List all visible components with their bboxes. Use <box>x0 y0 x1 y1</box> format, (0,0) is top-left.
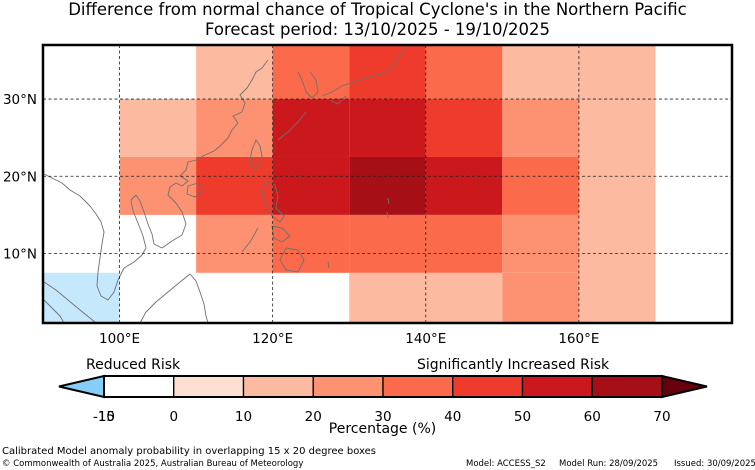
anomaly-cell-1 <box>119 156 197 215</box>
anomaly-cell-23 <box>502 156 579 215</box>
anomaly-cell-8 <box>272 156 350 215</box>
coastline-visayas <box>241 225 291 253</box>
colorbar-title: Percentage (%) <box>328 421 437 437</box>
colorbar-segment-5 <box>382 375 454 398</box>
footer-model: Model: ACCESS_S2 <box>466 459 546 469</box>
colorbar-tick-1: -10 <box>93 409 115 425</box>
colorbar-tick-3: 10 <box>235 409 252 425</box>
chart-title: Difference from normal chance of Tropica… <box>0 0 755 40</box>
colorbar-high-extension <box>661 374 708 399</box>
coastline <box>43 43 409 324</box>
colorbar-tick-5: 30 <box>374 409 391 425</box>
lat-label-10: 10°N <box>3 247 37 263</box>
colorbar-segment-2 <box>173 375 245 398</box>
footer-copyright: © Commonwealth of Australia 2025, Austra… <box>2 459 304 469</box>
coastline-japan <box>321 43 409 105</box>
anomaly-cell-17 <box>425 214 503 273</box>
anomaly-cell-10 <box>272 45 350 100</box>
coastline-ryukyu <box>277 111 307 141</box>
footer-model-run: Model Run: 28/09/2025 <box>559 459 659 469</box>
colorbar-segment-8 <box>591 375 663 398</box>
anomaly-cell-3 <box>196 214 273 273</box>
lon-label-100: 100°E <box>99 331 140 347</box>
anomaly-cell-4 <box>196 156 273 215</box>
anomaly-cell-0 <box>43 272 120 323</box>
latitude-labels: 10°N 20°N 30°N <box>3 92 37 262</box>
coastline-sumatra <box>43 281 97 324</box>
anomaly-cell-12 <box>349 214 426 273</box>
coastline-korea <box>297 71 319 99</box>
coastline-marianas <box>386 197 390 219</box>
colorbar-tick-2: 0 <box>169 409 178 425</box>
anomaly-cell-5 <box>196 99 273 157</box>
colorbar-segment-1 <box>103 375 175 398</box>
colorbar-segment-6 <box>452 375 524 398</box>
longitude-labels: 100°E 120°E 140°E 160°E <box>99 331 599 347</box>
map-border <box>41 43 734 325</box>
lon-label-140: 140°E <box>405 331 446 347</box>
anomaly-cell-19 <box>425 99 503 157</box>
anomaly-cell-2 <box>119 99 197 157</box>
coastline-palau <box>327 261 330 269</box>
anomaly-cell-15 <box>349 45 426 100</box>
colorbar <box>58 374 708 399</box>
lat-label-30: 30°N <box>3 92 37 108</box>
footer-issued: Issued: 30/09/2025 <box>674 459 755 469</box>
anomaly-cell-22 <box>502 214 579 273</box>
colorbar-segment-7 <box>521 375 593 398</box>
anomaly-cell-9 <box>272 99 350 157</box>
anomaly-cell-25 <box>502 45 579 100</box>
anomaly-cell-13 <box>349 156 426 215</box>
anomaly-cell-14 <box>349 99 426 157</box>
coastline-borneo <box>139 273 209 324</box>
anomaly-cell-11 <box>349 272 426 323</box>
reduced-risk-label: Reduced Risk <box>86 357 181 373</box>
lon-label-120: 120°E <box>252 331 293 347</box>
anomaly-cell-26 <box>578 45 656 323</box>
anomaly-cell-24 <box>502 99 579 157</box>
colorbar-segment-4 <box>312 375 384 398</box>
coastline-mindanao <box>279 247 305 273</box>
lon-label-160: 160°E <box>558 331 599 347</box>
colorbar-tick-4: 20 <box>305 409 322 425</box>
increased-risk-label: Significantly Increased Risk <box>417 357 610 373</box>
anomaly-cells <box>43 45 656 323</box>
anomaly-cell-18 <box>425 156 503 215</box>
colorbar-tick-8: 60 <box>584 409 601 425</box>
title-line-1: Difference from normal chance of Tropica… <box>68 0 687 19</box>
lat-label-20: 20°N <box>3 169 37 185</box>
anomaly-cell-20 <box>425 45 503 100</box>
colorbar-low-extension <box>58 374 105 399</box>
coastline-hainan <box>186 182 203 198</box>
colorbar-tick-6: 40 <box>444 409 461 425</box>
anomaly-cell-6 <box>196 45 273 100</box>
coastline-asia-mainland <box>43 59 269 301</box>
title-line-2: Forecast period: 13/10/2025 - 19/10/2025 <box>204 20 551 39</box>
colorbar-tick-7: 50 <box>514 409 531 425</box>
anomaly-cell-16 <box>425 272 503 323</box>
colorbar-tick-labels: -15-10 0 10 20 30 40 50 60 70 <box>93 409 671 425</box>
footer-description: Calibrated Model anomaly probability in … <box>2 446 377 457</box>
anomaly-cell-7 <box>272 214 350 273</box>
colorbar-tick-0: -15 <box>93 409 115 425</box>
graticule <box>43 45 732 323</box>
colorbar-segment-3 <box>242 375 314 398</box>
coastline-luzon <box>261 180 285 223</box>
map-frame <box>41 43 734 325</box>
colorbar-tick-9: 70 <box>653 409 670 425</box>
anomaly-cell-21 <box>502 272 579 323</box>
coastline-taiwan <box>249 139 263 171</box>
